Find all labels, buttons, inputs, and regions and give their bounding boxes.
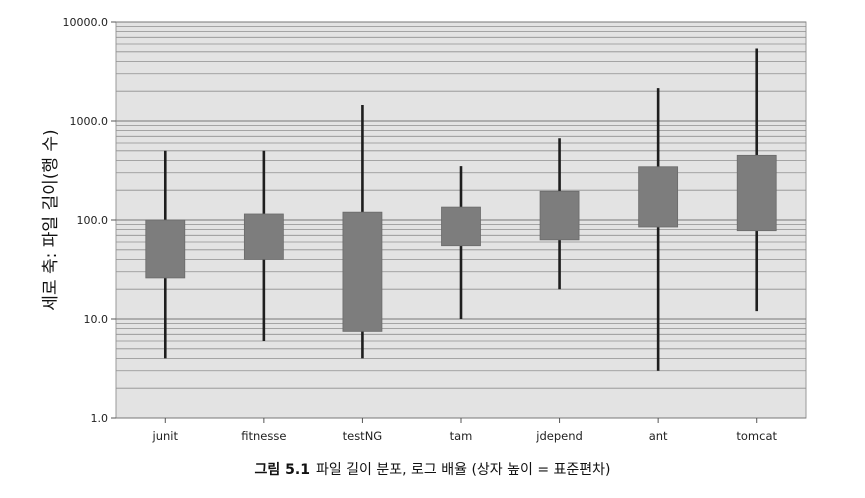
box-testNG [342, 211, 383, 332]
y-tick-label: 1000.0 [70, 115, 109, 128]
x-category-label: fitnesse [241, 429, 286, 443]
y-tick-label: 10.0 [84, 313, 109, 326]
x-category-labels: junit fitnesse testNG tam jdepend ant tomcat [152, 418, 778, 443]
y-tick-label: 10000.0 [63, 16, 109, 29]
x-category-label: tam [450, 429, 473, 443]
box-jdepend [539, 190, 580, 241]
x-category-label: ant [649, 429, 668, 443]
y-tick-label: 1.0 [91, 412, 109, 425]
y-tick-label: 100.0 [77, 214, 109, 227]
y-axis-label: 세로 축: 파일 길이(행 수) [41, 129, 61, 310]
figure-number: 그림 5.1 [254, 462, 310, 478]
x-category-label: testNG [343, 429, 383, 443]
y-tick-labels: 1.0 10.0 100.0 1000.0 10000.0 [63, 16, 116, 425]
box-tomcat [736, 154, 777, 232]
box-junit [145, 219, 186, 279]
x-category-label: jdepend [535, 429, 583, 443]
box-tam [441, 206, 481, 247]
box-ant [638, 166, 679, 228]
figure-caption-text: 파일 길이 분포, 로그 배율 (상자 높이 = 표준편차) [315, 462, 611, 478]
box-plot-chart: 1.0 10.0 100.0 1000.0 10000.0 junit fitnesse t… [41, 16, 807, 443]
x-category-label: tomcat [736, 429, 777, 443]
x-category-label: junit [152, 429, 179, 443]
box-fitnesse [243, 213, 284, 260]
figure-caption: 그림 5.1 파일 길이 분포, 로그 배율 (상자 높이 = 표준편차) [0, 459, 865, 479]
box-series [145, 48, 777, 371]
